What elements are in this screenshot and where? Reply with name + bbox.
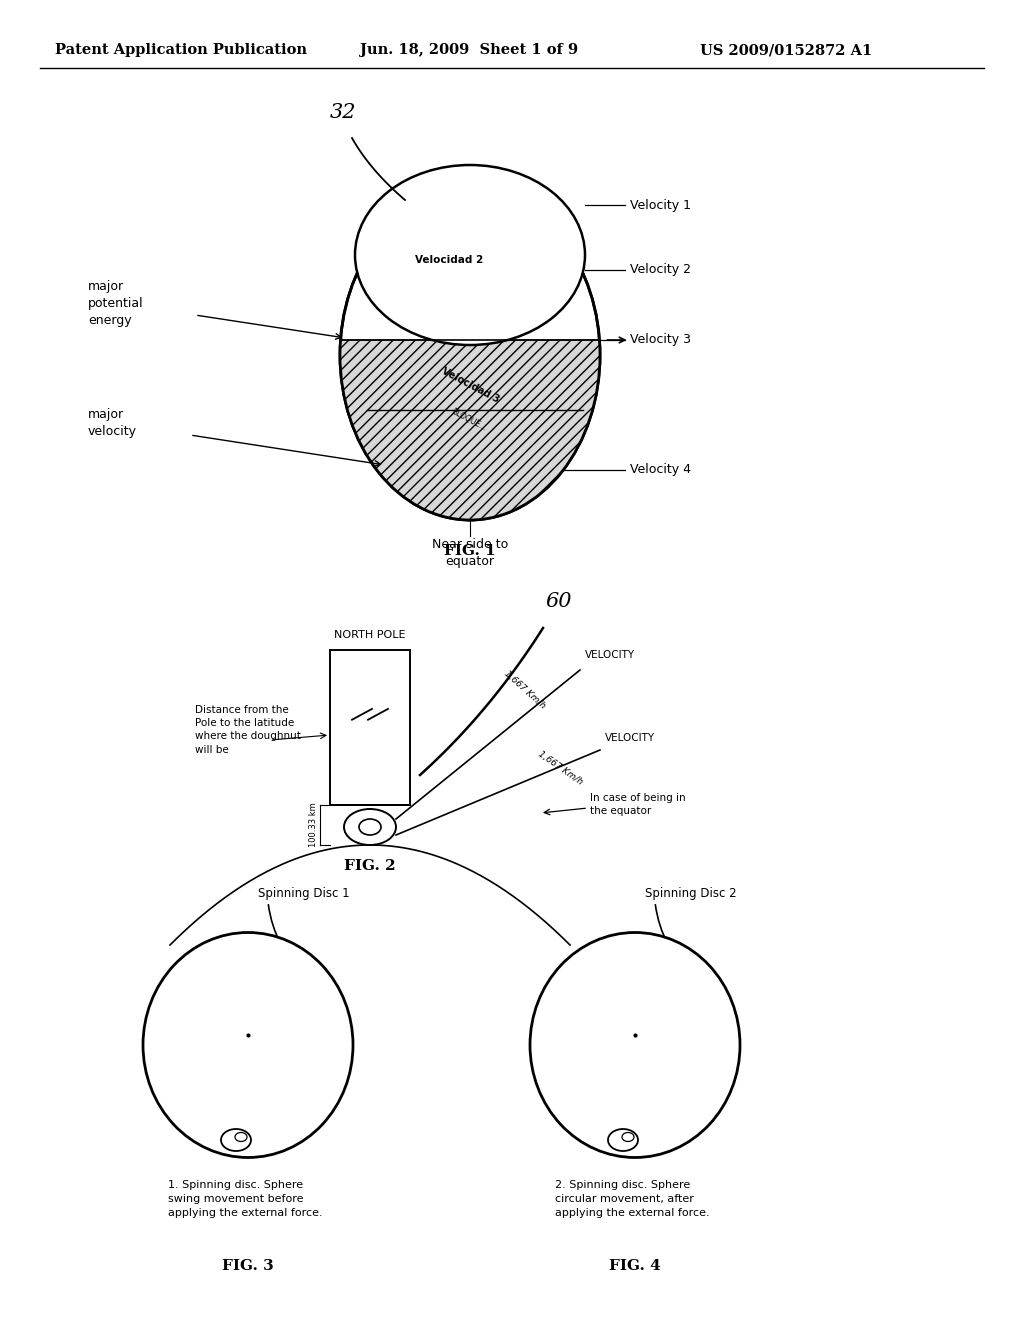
Text: Velocity 2: Velocity 2 [630, 264, 691, 276]
Text: 100.33 km: 100.33 km [309, 803, 318, 847]
Text: major
velocity: major velocity [88, 408, 137, 438]
Text: BLOQUE...: BLOQUE... [450, 407, 488, 433]
Text: FIG. 3: FIG. 3 [222, 1259, 273, 1272]
Ellipse shape [340, 190, 600, 520]
Text: In case of being in
the equator: In case of being in the equator [590, 793, 686, 816]
Text: Spinning Disc 2: Spinning Disc 2 [645, 887, 736, 900]
Bar [330, 649, 410, 805]
Text: 1,667 Km/h: 1,667 Km/h [537, 750, 584, 787]
Text: Distance from the
Pole to the latitude
where the doughnut
will be: Distance from the Pole to the latitude w… [195, 705, 301, 755]
Text: 2. Spinning disc. Sphere
circular movement, after
applying the external force.: 2. Spinning disc. Sphere circular moveme… [555, 1180, 710, 1218]
Text: VELOCITY: VELOCITY [605, 733, 655, 743]
Text: Velocity 1: Velocity 1 [630, 198, 691, 211]
Text: 60: 60 [545, 591, 571, 611]
Text: 1,667 Km/h: 1,667 Km/h [503, 669, 548, 710]
Text: 1. Spinning disc. Sphere
swing movement before
applying the external force.: 1. Spinning disc. Sphere swing movement … [168, 1180, 323, 1218]
Text: Patent Application Publication: Patent Application Publication [55, 44, 307, 57]
Ellipse shape [359, 818, 381, 836]
Polygon shape [340, 341, 600, 520]
Text: Spinning Disc 1: Spinning Disc 1 [258, 887, 349, 900]
Text: FIG. 2: FIG. 2 [344, 859, 396, 873]
Ellipse shape [344, 809, 396, 845]
Text: NORTH POLE: NORTH POLE [334, 630, 406, 640]
Text: major
potential
energy: major potential energy [88, 280, 143, 327]
Ellipse shape [221, 1129, 251, 1151]
Ellipse shape [622, 1133, 634, 1142]
Ellipse shape [143, 932, 353, 1158]
Text: Jun. 18, 2009  Sheet 1 of 9: Jun. 18, 2009 Sheet 1 of 9 [360, 44, 579, 57]
Text: Velocity 3: Velocity 3 [630, 334, 691, 346]
Text: Velocity 4: Velocity 4 [630, 463, 691, 477]
Text: FIG. 1: FIG. 1 [444, 544, 496, 558]
Ellipse shape [530, 932, 740, 1158]
Text: 32: 32 [330, 103, 356, 121]
Text: US 2009/0152872 A1: US 2009/0152872 A1 [700, 44, 872, 57]
Ellipse shape [355, 165, 585, 345]
Text: Velocidad 2: Velocidad 2 [415, 255, 483, 265]
Ellipse shape [234, 1133, 247, 1142]
Text: Velocidad 3: Velocidad 3 [440, 366, 501, 404]
Text: Near side to
equator: Near side to equator [432, 539, 508, 568]
Text: VELOCITY: VELOCITY [585, 649, 635, 660]
Ellipse shape [608, 1129, 638, 1151]
Text: FIG. 4: FIG. 4 [609, 1259, 660, 1272]
